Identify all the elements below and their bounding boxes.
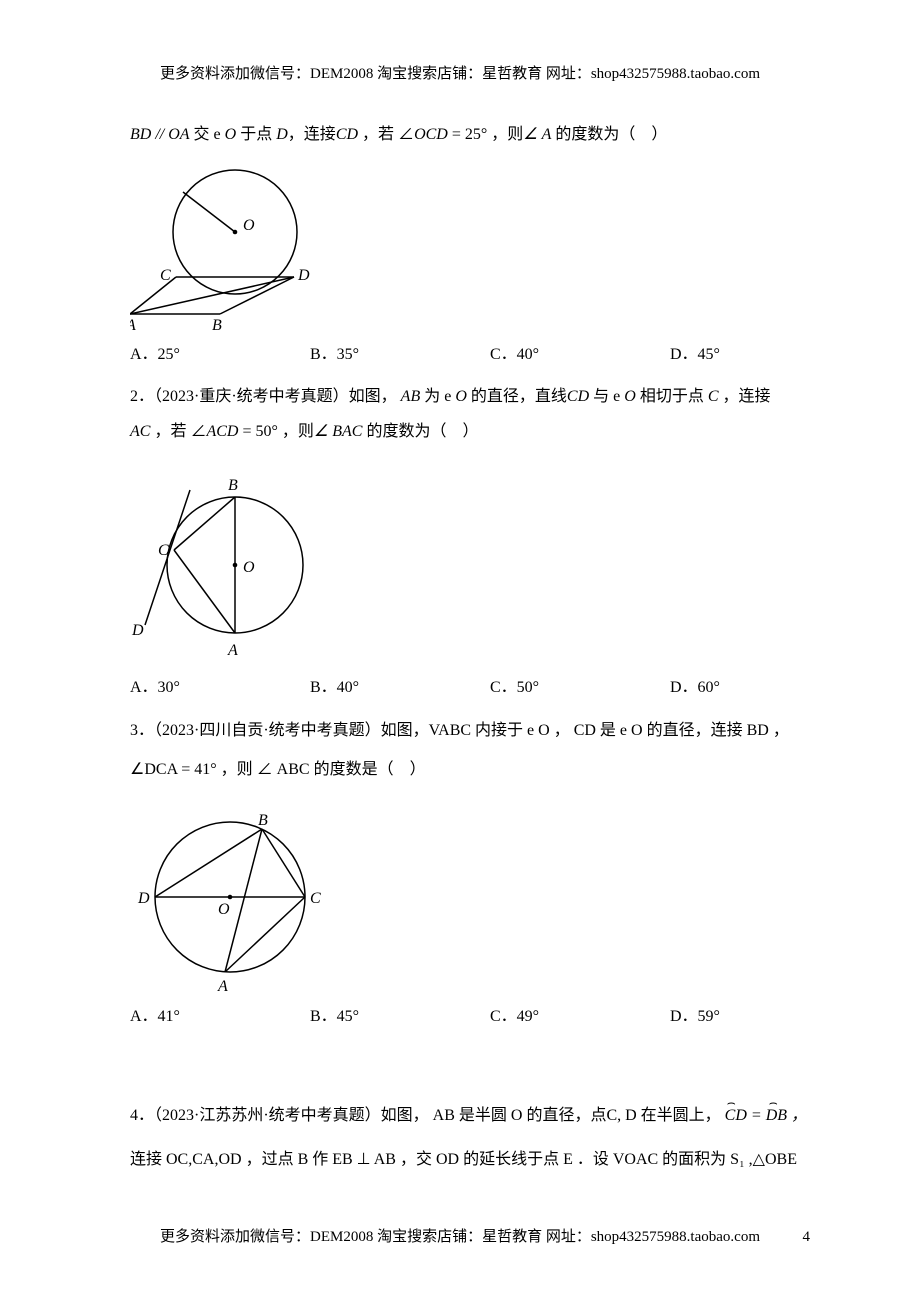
q3-figure: O D C B A [130,799,810,994]
q3-stem: 3．（2023·四川自贡·统考中考真题）如图，VABC 内接于 e O ， CD… [130,712,810,789]
q1-choice-d: D．45° [670,338,810,372]
main-content: BD // OA 交 e O 于点 D，连接CD ，若 ∠OCD = 25° ，… [130,118,810,1183]
svg-text:A: A [130,317,136,332]
svg-text:D: D [131,622,144,639]
q4-arc-eq: ⌢ ⌢ CD = DB ， [725,1094,807,1139]
q2-choice-b: B．40° [310,671,490,705]
q2-choice-d: D．60° [670,671,810,705]
q2-choices: A．30° B．40° C．50° D．60° [130,671,810,705]
q1-stem: BD // OA 交 e O 于点 D，连接CD ，若 ∠OCD = 25° ，… [130,118,810,152]
page-number: 4 [803,1229,811,1246]
q3-stem-l1: 3．（2023·四川自贡·统考中考真题）如图，VABC 内接于 e O ， CD… [130,722,789,739]
svg-text:O: O [243,217,255,234]
q3-choice-d: D．59° [670,1000,810,1034]
q1-choice-b: B．35° [310,338,490,372]
svg-text:A: A [217,978,228,994]
q4-l1a: 4．（2023·江苏苏州·统考中考真题）如图， AB 是半圆 O 的直径，点C,… [130,1107,721,1124]
q1-choice-a: A．25° [130,338,310,372]
q2-stem: 2．（2023·重庆·统考中考真题）如图， AB 为 e O 的直径，直线CD … [130,379,810,449]
q3-choice-a: A．41° [130,1000,310,1034]
q2-figure: B A O C D [130,460,810,665]
svg-text:C: C [310,890,321,907]
svg-text:O: O [218,901,230,918]
q4-stem: 4．（2023·江苏苏州·统考中考真题）如图， AB 是半圆 O 的直径，点C,… [130,1094,810,1184]
svg-text:B: B [258,812,268,829]
q1-choices: A．25° B．35° C．40° D．45° [130,338,810,372]
svg-text:D: D [137,890,150,907]
svg-text:O: O [243,559,255,576]
svg-text:B: B [228,477,238,494]
svg-text:B: B [212,317,222,332]
page-footer: 更多资料添加微信号：DEM2008 淘宝搜索店铺：星哲教育 网址：shop432… [0,1225,920,1246]
svg-text:A: A [227,642,238,659]
q2-choice-a: A．30° [130,671,310,705]
q3-choice-c: C．49° [490,1000,670,1034]
q4-arc-text: CD = DB ， [725,1107,807,1124]
page-header: 更多资料添加微信号：DEM2008 淘宝搜索店铺：星哲教育 网址：shop432… [0,62,920,83]
q4-l2: 连接 OC,CA,OD ，过点 B 作 EB ⊥ AB ，交 OD 的延长线于点… [130,1151,797,1168]
q1-figure: O C D A B [130,162,810,332]
q3-stem-l2: ∠DCA = 41° ，则 ∠ ABC 的度数是（ ） [130,761,426,778]
q3-choice-b: B．45° [310,1000,490,1034]
q1-choice-c: C．40° [490,338,670,372]
q2-choice-c: C．50° [490,671,670,705]
q3-choices: A．41° B．45° C．49° D．59° [130,1000,810,1034]
svg-text:D: D [297,267,310,284]
